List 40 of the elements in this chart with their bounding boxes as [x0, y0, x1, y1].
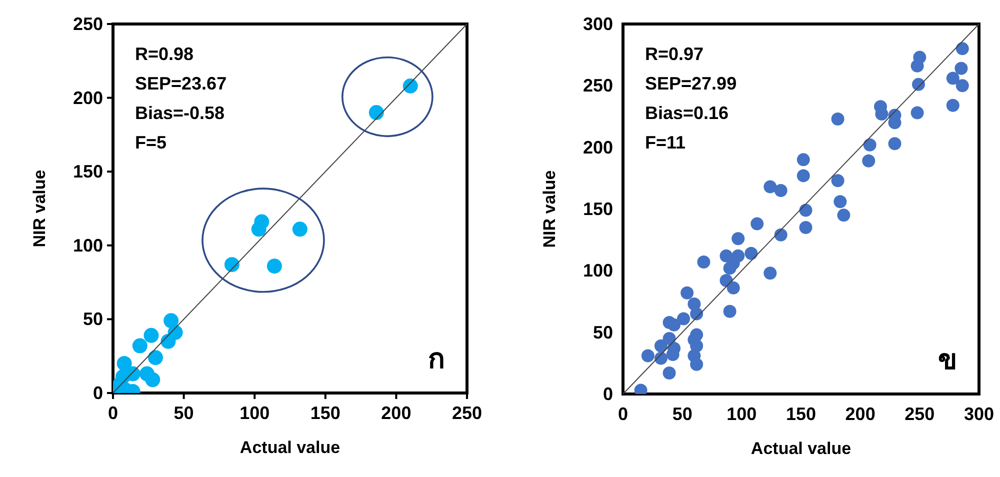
y-tick-label: 300 [582, 14, 613, 34]
y-tick-label: 150 [582, 199, 613, 219]
annotation: SEP=27.99 [645, 74, 737, 94]
x-tick-label: 250 [452, 403, 482, 423]
annotation: R=0.97 [645, 44, 704, 64]
y-axis-title: NIR value [30, 170, 49, 248]
x-axis-title: Actual value [750, 439, 852, 458]
y-tick-label: 100 [72, 235, 103, 256]
x-tick-label: 50 [174, 403, 194, 423]
annotation: F=11 [645, 132, 686, 152]
x-tick-label: 100 [726, 404, 757, 424]
y-axis-title: NIR value [540, 170, 559, 248]
x-tick-label: 0 [618, 404, 628, 424]
x-tick-label: 50 [672, 404, 692, 424]
y-tick-label: 0 [602, 384, 613, 404]
annotation: ข [938, 344, 957, 375]
annotation: Bias=-0.58 [135, 103, 225, 123]
y-tick-label: 50 [82, 309, 103, 330]
y-tick-label: 250 [72, 14, 103, 34]
y-tick-label: 150 [72, 162, 103, 182]
x-axis-title: Actual value [240, 438, 340, 457]
y-tick-label: 200 [582, 137, 613, 158]
annotation: ก [428, 343, 445, 374]
x-tick-label: 150 [786, 404, 816, 424]
x-tick-label: 200 [381, 403, 412, 423]
x-tick-label: 100 [240, 403, 270, 423]
annotation: F=5 [135, 132, 167, 152]
y-tick-label: 250 [582, 76, 613, 96]
annotation: Bias=0.16 [645, 103, 729, 123]
x-tick-label: 200 [845, 404, 876, 424]
y-tick-label: 50 [592, 322, 613, 342]
y-tick-label: 100 [582, 260, 613, 281]
x-tick-label: 150 [310, 403, 340, 423]
x-tick-label: 300 [964, 404, 994, 424]
annotation: SEP=23.67 [135, 74, 227, 94]
x-tick-label: 250 [904, 404, 935, 424]
annotation: R=0.98 [135, 44, 194, 64]
x-tick-label: 0 [108, 403, 118, 423]
y-tick-label: 200 [72, 88, 103, 108]
y-tick-label: 0 [92, 383, 103, 403]
